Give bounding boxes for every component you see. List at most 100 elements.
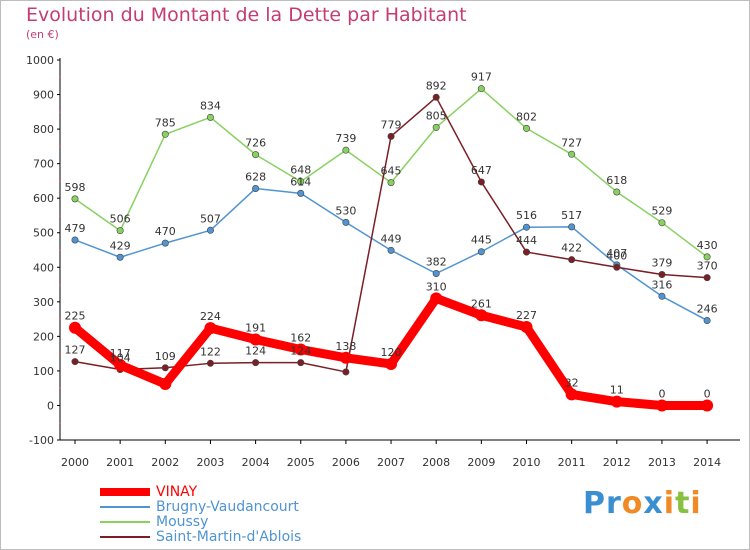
data-label-1: 316: [651, 278, 672, 291]
series-point-1: [161, 239, 169, 247]
x-tick-label: 2010: [513, 456, 541, 469]
y-tick-label: 800: [33, 123, 54, 136]
x-tick-label: 2000: [61, 456, 89, 469]
series-point-3: [613, 263, 621, 271]
data-label-3: 379: [651, 257, 672, 270]
series-point-2: [342, 146, 350, 154]
data-label-3: 647: [471, 164, 492, 177]
data-label-1: 530: [335, 204, 356, 217]
y-tick-label: 100: [33, 365, 54, 378]
data-label-1: 507: [200, 212, 221, 225]
x-tick-label: 2013: [648, 456, 676, 469]
chart-subtitle: (en €): [26, 28, 59, 41]
y-tick-label: 600: [33, 192, 54, 205]
data-label-1: 445: [471, 234, 492, 247]
series-point-2: [206, 113, 214, 121]
series-point-1: [658, 292, 666, 300]
data-label-1: 517: [561, 209, 582, 222]
data-label-2: 917: [471, 71, 492, 84]
data-label-3: 400: [606, 249, 627, 262]
data-label-0: 32: [565, 376, 579, 389]
series-point-2: [387, 179, 395, 187]
y-minor-tick: [59, 249, 61, 251]
data-label-3: 109: [155, 350, 176, 363]
series-point-3: [252, 359, 260, 367]
series-point-1: [206, 226, 214, 234]
series-point-1: [71, 236, 79, 244]
data-label-3: 124: [290, 345, 311, 358]
y-minor-tick: [59, 387, 61, 390]
series-point-0: [565, 388, 578, 401]
data-label-2: 805: [426, 109, 447, 122]
series-point-2: [613, 188, 621, 196]
x-tick-label: 2004: [242, 456, 270, 469]
series-point-0: [520, 321, 533, 334]
data-label-3: 370: [697, 260, 718, 273]
legend-swatch-brugny-vaudancourt: [100, 506, 150, 508]
series-point-0: [114, 359, 127, 372]
data-label-3: 422: [561, 242, 582, 255]
y-minor-tick: [59, 145, 61, 148]
data-label-0: 224: [200, 310, 221, 323]
data-label-2: 645: [381, 165, 402, 178]
series-point-0: [430, 292, 443, 305]
data-label-3: 104: [110, 352, 131, 365]
x-tick-label: 2009: [467, 456, 495, 469]
x-tick-label: 2001: [106, 456, 134, 469]
data-label-3: 122: [200, 345, 221, 358]
data-label-1: 382: [426, 255, 447, 268]
data-label-0: 191: [245, 321, 266, 334]
series-point-1: [387, 246, 395, 254]
y-tick-label: 200: [33, 330, 54, 343]
chart-title: Evolution du Montant de la Dette par Hab…: [26, 4, 467, 26]
data-label-0: 0: [704, 387, 711, 400]
series-point-0: [339, 351, 352, 364]
series-point-3: [161, 364, 169, 372]
y-minor-tick: [59, 76, 61, 79]
y-tick-label: 900: [33, 89, 54, 102]
series-point-0: [159, 378, 172, 391]
data-label-1: 407: [606, 247, 627, 260]
series-point-3: [658, 271, 666, 279]
series-point-3: [387, 132, 395, 140]
y-minor-tick: [59, 421, 61, 424]
data-label-3: 892: [426, 79, 447, 92]
data-label-0: 227: [516, 309, 537, 322]
series-point-2: [432, 123, 440, 131]
data-label-1: 429: [110, 239, 131, 252]
x-tick-label: 2006: [332, 456, 360, 469]
series-point-1: [522, 223, 530, 231]
series-point-1: [297, 189, 305, 197]
y-tick-label: 700: [33, 158, 54, 171]
series-point-3: [342, 368, 350, 376]
x-tick-label: 2008: [422, 456, 450, 469]
data-label-0: 11: [610, 384, 624, 397]
x-tick-label: 2003: [196, 456, 224, 469]
series-point-3: [432, 93, 440, 101]
y-tick-label: 500: [33, 227, 54, 240]
series-point-2: [71, 195, 79, 203]
series-point-1: [342, 218, 350, 226]
data-label-1: 470: [155, 225, 176, 238]
y-tick-label: 400: [33, 261, 54, 274]
series-point-2: [161, 130, 169, 138]
series-point-2: [477, 85, 485, 93]
x-tick-label: 2012: [603, 456, 631, 469]
y-minor-tick: [59, 318, 61, 320]
series-point-3: [206, 359, 214, 367]
x-tick-label: 2002: [151, 456, 179, 469]
x-tick-label: 2005: [287, 456, 315, 469]
data-label-1: 516: [516, 209, 537, 222]
data-label-0: 225: [65, 310, 86, 323]
x-tick-label: 2007: [377, 456, 405, 469]
y-minor-tick: [59, 110, 61, 113]
data-label-2: 529: [651, 205, 672, 218]
data-label-2: 785: [155, 116, 176, 129]
data-label-0: 138: [335, 340, 356, 353]
data-label-2: 598: [65, 181, 86, 194]
y-minor-tick: [59, 352, 61, 355]
series-point-0: [294, 343, 307, 356]
data-label-2: 802: [516, 110, 537, 123]
series-point-1: [432, 269, 440, 277]
